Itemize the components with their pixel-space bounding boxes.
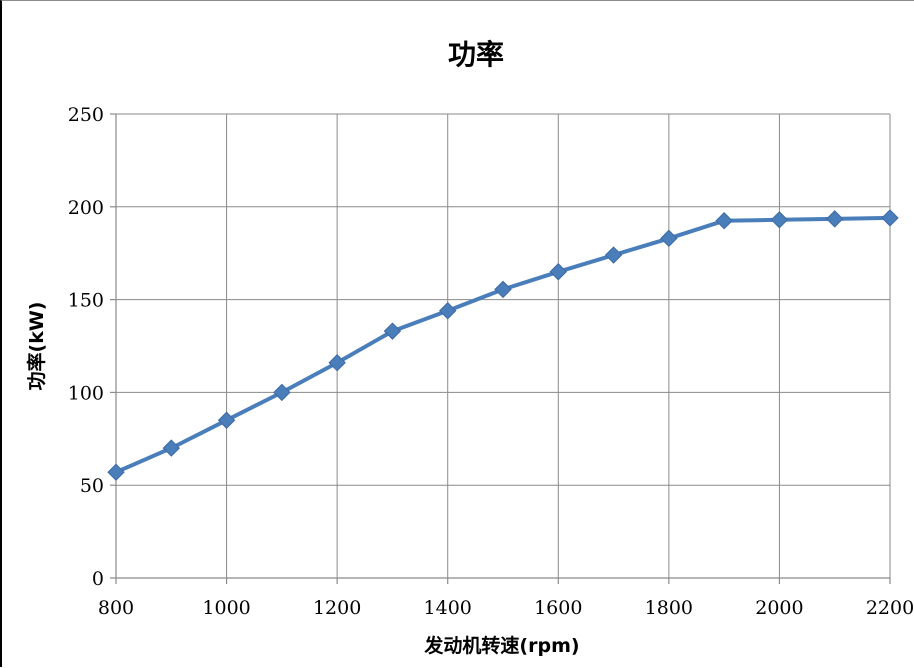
series-line: [114, 215, 892, 475]
grid-layer: [116, 113, 891, 578]
series-layer: [107, 209, 899, 481]
data-point-marker: [881, 209, 899, 227]
y-tick-label: 250: [68, 104, 104, 126]
axis-layer: [110, 113, 891, 584]
y-tick-label: 200: [68, 197, 104, 219]
data-point-marker: [660, 229, 678, 248]
data-point-marker: [107, 463, 125, 481]
data-point-marker: [162, 439, 180, 457]
data-point-marker: [826, 210, 844, 228]
data-point-marker: [217, 411, 236, 429]
y-tick-label: 100: [68, 382, 104, 404]
tick-label-layer: 0 50 100 150 200 250 800 1000 1200 1400 1600 1800 20…: [68, 104, 914, 619]
x-tick-label: 1600: [534, 597, 582, 619]
data-point-marker: [383, 322, 402, 340]
chart-title: 功率: [448, 38, 504, 71]
data-point-marker: [549, 263, 567, 281]
data-point-marker: [494, 280, 512, 299]
data-point-marker: [439, 302, 457, 320]
y-tick-label: 0: [92, 568, 104, 590]
y-tick-label: 50: [80, 475, 104, 497]
data-point-marker: [328, 353, 346, 372]
x-tick-label: 1400: [424, 597, 472, 619]
x-tick-label: 1800: [645, 597, 693, 619]
data-point-marker: [604, 246, 623, 264]
x-tick-label: 1200: [313, 597, 361, 619]
data-point-marker: [273, 383, 291, 402]
x-tick-label: 1000: [202, 597, 250, 619]
x-axis-title: 发动机转速(rpm): [423, 634, 579, 657]
data-point-marker: [770, 211, 789, 229]
x-tick-label: 800: [98, 597, 134, 619]
x-tick-label: 2000: [755, 597, 803, 619]
data-point-marker: [715, 212, 733, 230]
x-tick-label: 2200: [866, 597, 914, 619]
y-tick-label: 150: [68, 290, 104, 312]
y-axis-title: 功率(kW): [25, 302, 48, 391]
